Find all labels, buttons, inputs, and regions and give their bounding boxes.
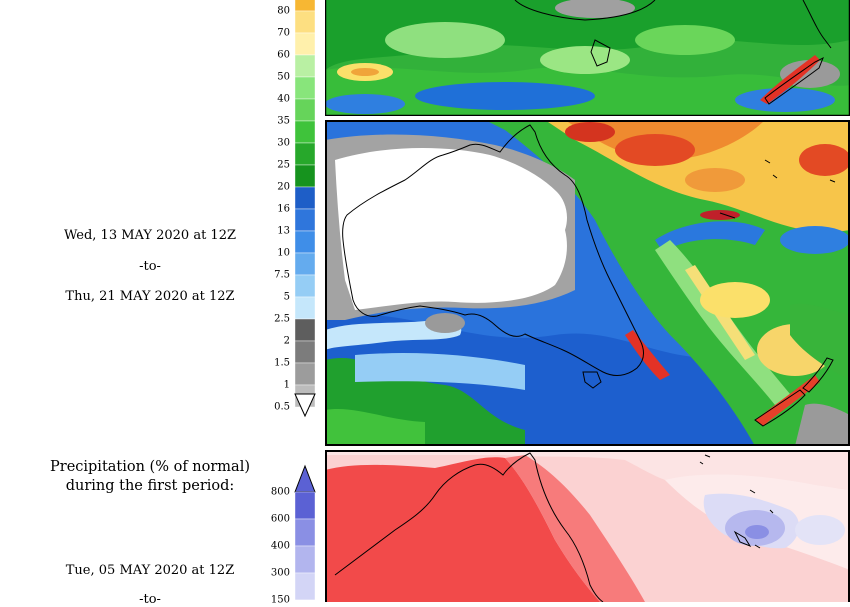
- colorbar-tick-label: 5: [283, 291, 290, 303]
- anomaly-title-line1: Precipitation (% of normal): [50, 459, 250, 475]
- colorbar-swatch: [294, 340, 316, 364]
- end-date: Thu, 21 MAY 2020 at 12Z: [65, 289, 235, 304]
- top-forecast-map: [325, 0, 850, 116]
- colorbar-swatch: [294, 572, 316, 600]
- colorbar-tick-label: 400: [270, 540, 290, 552]
- colorbar-swatch: [294, 32, 316, 56]
- percent-normal-colorbar: [294, 464, 316, 600]
- colorbar-swatch: [294, 186, 316, 210]
- colorbar-swatch: [294, 98, 316, 122]
- colorbar-tick-label: 80: [277, 5, 290, 17]
- anomaly-title-line2: during the first period:: [65, 478, 235, 494]
- colorbar-swatch: [294, 491, 316, 520]
- percent-colorbar-labels: 800 600 400 300 150: [260, 0, 290, 606]
- colorbar-swatch: [294, 362, 316, 386]
- colorbar-lower-arrow: [294, 393, 316, 418]
- colorbar-tick-label: 60: [277, 49, 290, 61]
- colorbar-swatch: [294, 318, 316, 342]
- colorbar-swatch: [294, 54, 316, 78]
- colorbar-swatch: [294, 142, 316, 166]
- forecast-precip-map: [325, 120, 850, 446]
- colorbar-labels: 80 70 60 50 40 35 30 25 20 16 13 10 7.5 5 2.5 2 1.5 1 0.5: [260, 0, 290, 420]
- colorbar-swatch: [294, 10, 316, 34]
- colorbar-tick-label: 300: [270, 567, 290, 579]
- colorbar-swatch: [294, 545, 316, 574]
- anomaly-start-date: Tue, 05 MAY 2020 at 12Z: [65, 563, 235, 578]
- colorbar-swatch: [294, 164, 316, 188]
- colorbar-tick-label: 150: [270, 594, 290, 606]
- colorbar-swatch: [294, 518, 316, 547]
- colorbar-swatch: [294, 120, 316, 144]
- colorbar-tick-label: 0.5: [274, 401, 290, 413]
- anomaly-title: Precipitation (% of normal) during the f…: [0, 458, 300, 496]
- percent-normal-map: [325, 450, 850, 602]
- precip-colorbar: [294, 0, 316, 418]
- colorbar-tick-label: 2: [283, 335, 290, 347]
- colorbar-tick-label: 1.5: [274, 357, 290, 369]
- colorbar-tick-label: 16: [277, 203, 290, 215]
- colorbar-tick-label: 10: [277, 247, 290, 259]
- colorbar-tick-label: 50: [277, 71, 290, 83]
- colorbar-tick-label: 1: [283, 379, 290, 391]
- colorbar-tick-label: 35: [277, 115, 290, 127]
- colorbar-tick-label: 600: [270, 513, 290, 525]
- colorbar-tick-label: 800: [270, 486, 290, 498]
- start-date: Wed, 13 MAY 2020 at 12Z: [63, 228, 237, 243]
- colorbar-tick-label: 25: [277, 159, 290, 171]
- colorbar-tick-label: 70: [277, 27, 290, 39]
- date-separator: -to-: [139, 259, 161, 274]
- colorbar-tick-label: 20: [277, 181, 290, 193]
- colorbar-tick-label: 40: [277, 93, 290, 105]
- colorbar-swatch: [294, 0, 316, 12]
- colorbar-swatch: [294, 76, 316, 100]
- colorbar-upper-arrow: [294, 464, 316, 493]
- colorbar-tick-label: 2.5: [274, 313, 290, 325]
- colorbar-tick-label: 7.5: [274, 269, 290, 281]
- colorbar-tick-label: 13: [277, 225, 290, 237]
- colorbar-tick-label: 30: [277, 137, 290, 149]
